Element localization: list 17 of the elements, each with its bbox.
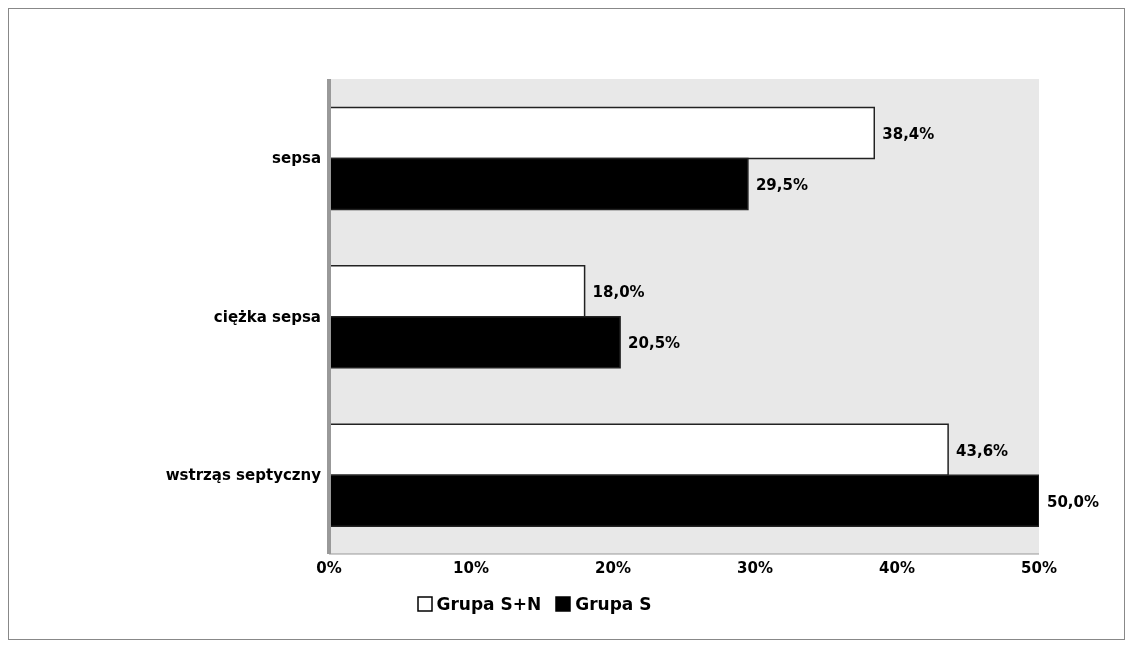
x-tick-label: 40% [879, 558, 915, 577]
data-label: 20,5% [628, 334, 681, 353]
legend-label: Grupa S+N [436, 594, 542, 614]
legend-label: Grupa S [575, 594, 652, 614]
x-tick-label: 20% [595, 558, 631, 577]
x-tick-label: 30% [737, 558, 773, 577]
x-tick-label: 10% [453, 558, 489, 577]
y-tick-label: sepsa [272, 149, 321, 168]
data-label: 38,4% [882, 125, 935, 143]
data-label: 43,6% [956, 441, 1009, 460]
x-tick-label: 0% [316, 558, 342, 577]
x-tick-label: 50% [1021, 558, 1057, 577]
data-label: 18,0% [592, 283, 645, 302]
y-tick-label: wstrząs septyczny [165, 466, 322, 485]
data-label: 50,0% [1047, 492, 1100, 511]
y-tick-label: ciężka sepsa [213, 307, 321, 326]
data-label: 29,5% [755, 176, 808, 194]
